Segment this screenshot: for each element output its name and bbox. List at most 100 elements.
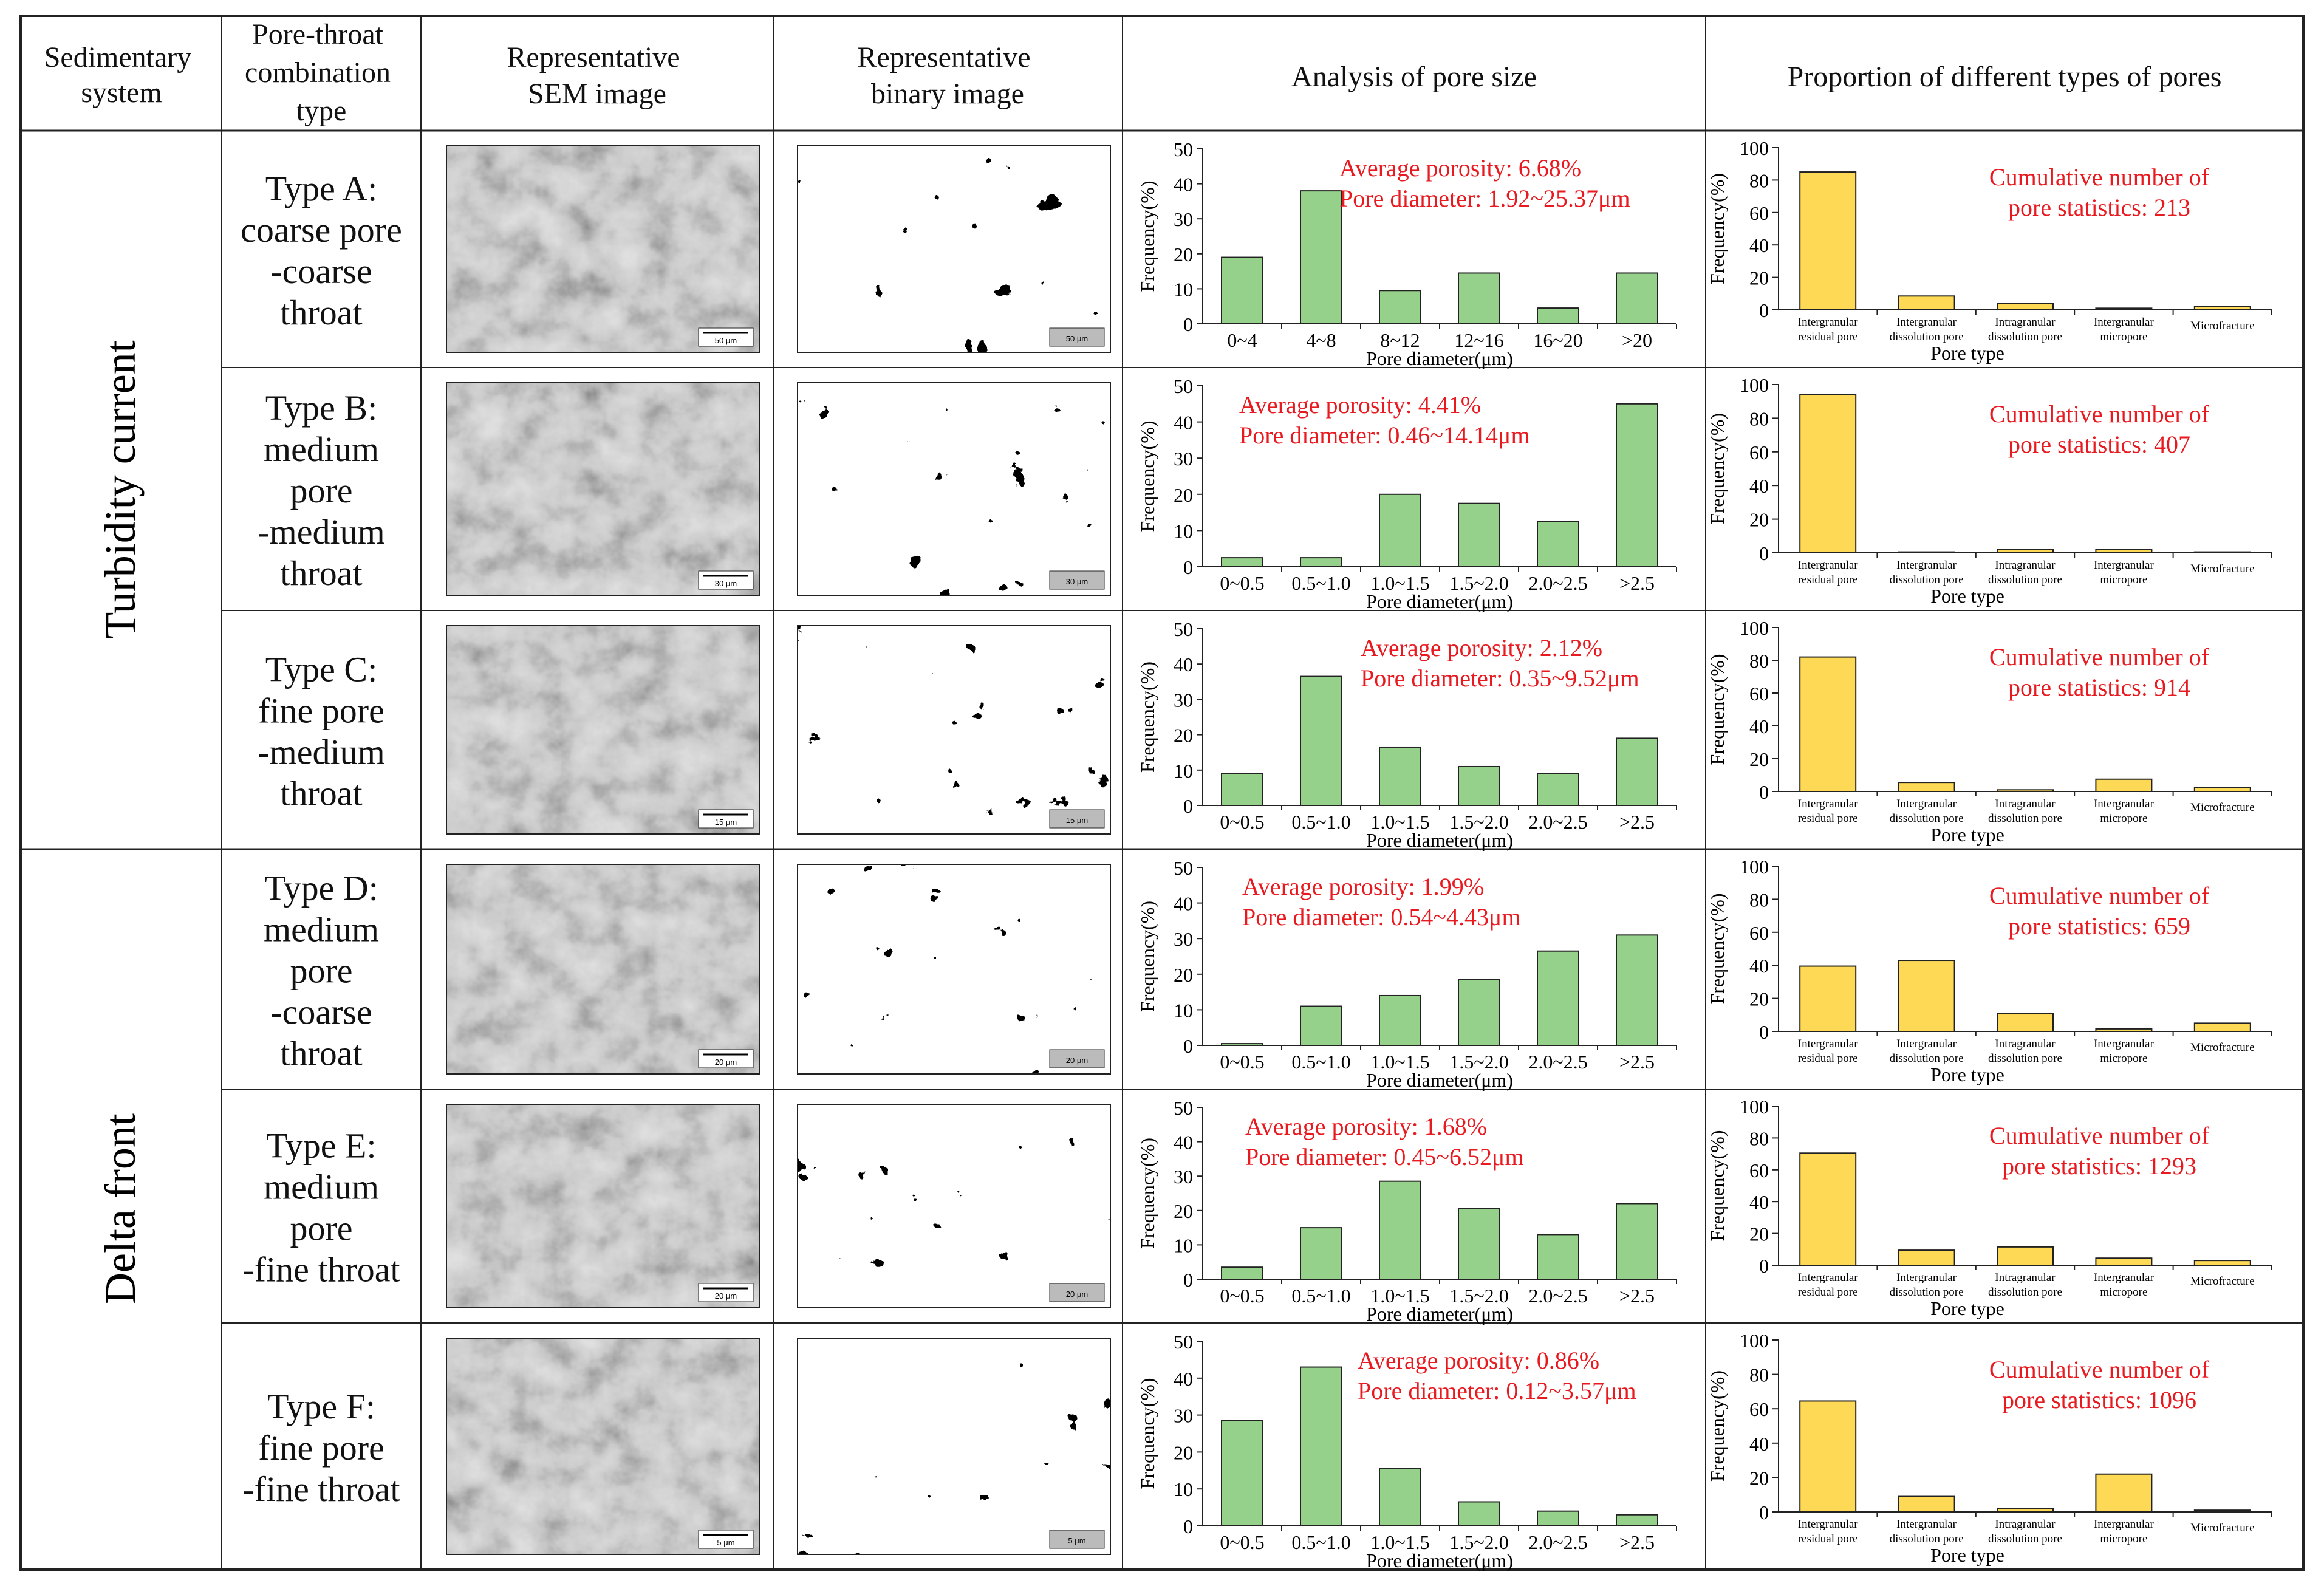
- type-y-tick: 60: [1749, 202, 1769, 224]
- pore-size-chart: 0 10 20 30 40 50 Frequency(%) 0~0.5 0.5~1.0 1.0~1…: [1136, 375, 1677, 612]
- size-bar: [1616, 737, 1658, 807]
- type-y-tick: 100: [1740, 137, 1769, 159]
- type-bar: [2193, 787, 2251, 792]
- size-y-axis-label: Frequency(%): [1136, 1138, 1158, 1249]
- size-bar: [1379, 1180, 1421, 1280]
- type-y-axis-label: Frequency(%): [1706, 413, 1728, 524]
- binary-scale-label: 20 μm: [1066, 1056, 1088, 1065]
- size-x-axis-label: Pore diameter(μm): [1366, 347, 1513, 369]
- type-bar: [1997, 789, 2054, 793]
- size-x-tick: 0~0.5: [1220, 572, 1264, 594]
- size-bar: [1300, 1005, 1342, 1047]
- binary-scale-label: 30 μm: [1066, 577, 1088, 586]
- size-y-tick: 40: [1174, 174, 1193, 196]
- system-label-delta-front: Delta front: [96, 1113, 145, 1304]
- size-x-tick: 2.0~2.5: [1528, 811, 1587, 833]
- type-bar: [1997, 549, 2054, 554]
- type-y-tick: 80: [1749, 1127, 1769, 1149]
- pore-type-chart: 0 20 40 60 80 100 Frequency(%) Intergranular res…: [1706, 374, 2272, 607]
- size-bar: [1300, 1366, 1342, 1527]
- binary-scale-label: 15 μm: [1066, 816, 1088, 825]
- binary-scale-label: 50 μm: [1066, 334, 1088, 343]
- type-x-tick: Intragranular dissolution pore: [1988, 559, 2062, 586]
- sem-image: 20 μm: [446, 864, 760, 1075]
- type-y-tick: 60: [1749, 922, 1769, 944]
- size-bar: [1537, 950, 1579, 1046]
- row-type-d: Type D: medium pore -coarse throat 20 μm 20 μm…: [264, 856, 2272, 1091]
- type-y-tick: 100: [1740, 1330, 1769, 1352]
- binary-image: 5 μm: [797, 1338, 1111, 1555]
- type-x-tick: Intergranular dissolution pore: [1890, 798, 1964, 825]
- size-y-tick: 10: [1174, 760, 1193, 782]
- size-bar: [1458, 979, 1500, 1046]
- row-type-e: Type E: medium pore -fine throat 20 μm 20 μm 0…: [242, 1096, 2272, 1325]
- size-y-tick: 40: [1174, 1132, 1193, 1154]
- pore-type-chart: 0 20 40 60 80 100 Frequency(%) Intergranular res…: [1706, 617, 2272, 846]
- type-y-tick: 0: [1759, 542, 1769, 564]
- cumulative-count-annotation: Cumulative number of pore statistics: 407: [1989, 400, 2210, 458]
- size-bar: [1537, 1234, 1579, 1280]
- size-x-tick: 0~0.5: [1220, 1285, 1264, 1307]
- size-y-tick: 30: [1174, 448, 1193, 470]
- size-x-tick: 1.5~2.0: [1449, 1051, 1508, 1073]
- size-y-tick: 20: [1174, 1200, 1193, 1222]
- type-y-tick: 100: [1740, 374, 1769, 396]
- type-y-tick: 40: [1749, 1191, 1769, 1213]
- type-y-tick: 0: [1759, 299, 1769, 321]
- size-bar: [1537, 521, 1579, 567]
- type-x-tick: Intergranular micropore: [2094, 798, 2154, 825]
- size-x-tick: 1.5~2.0: [1449, 1531, 1508, 1553]
- size-x-tick: 4~8: [1306, 329, 1336, 351]
- binary-image: 20 μm: [797, 1104, 1111, 1308]
- size-y-tick: 0: [1183, 556, 1193, 578]
- type-y-tick: 20: [1749, 1467, 1769, 1489]
- size-x-tick: 0~4: [1227, 329, 1257, 351]
- type-y-tick: 20: [1749, 509, 1769, 531]
- type-x-tick: Intergranular dissolution pore: [1890, 1518, 1964, 1545]
- sem-image: 5 μm: [446, 1338, 760, 1555]
- type-x-tick: Intergranular residual pore: [1798, 316, 1858, 343]
- size-x-tick: 2.0~2.5: [1528, 1285, 1587, 1307]
- row-type-c: Type C: fine pore -medium throat 15 μm 15 μm 0…: [258, 617, 2272, 851]
- pore-throat-type-label: Type A: coarse pore -coarse throat: [241, 169, 402, 332]
- type-x-axis-label: Pore type: [1930, 1544, 2004, 1566]
- type-bar: [2095, 1257, 2153, 1266]
- size-bar: [1221, 773, 1263, 806]
- pore-type-chart: 0 20 40 60 80 100 Frequency(%) Intergranular res…: [1706, 1330, 2272, 1566]
- header-pore-throat-type: Pore-throat combination type: [245, 18, 398, 127]
- type-bar: [1799, 965, 1857, 1033]
- type-y-tick: 20: [1749, 988, 1769, 1010]
- cumulative-count-annotation: Cumulative number of pore statistics: 129…: [1989, 1122, 2210, 1180]
- type-y-tick: 100: [1740, 856, 1769, 878]
- type-x-tick: Intergranular micropore: [2094, 559, 2154, 586]
- size-bar: [1221, 1420, 1263, 1526]
- type-x-tick: Intergranular micropore: [2094, 316, 2154, 343]
- type-bar: [1898, 1495, 1955, 1513]
- pore-type-chart: 0 20 40 60 80 100 Frequency(%) Intergranular res…: [1706, 1096, 2272, 1319]
- type-x-tick: Intragranular dissolution pore: [1988, 1037, 2062, 1065]
- type-x-tick: Intergranular dissolution pore: [1890, 1037, 1964, 1065]
- type-bar: [2193, 1509, 2251, 1513]
- size-x-tick: 0.5~1.0: [1291, 1285, 1350, 1307]
- size-bar: [1300, 557, 1342, 567]
- size-bar: [1379, 746, 1421, 806]
- size-y-tick: 20: [1174, 244, 1193, 265]
- type-bar: [1898, 295, 1955, 310]
- type-x-tick: Intragranular dissolution pore: [1988, 1271, 2062, 1299]
- type-x-tick: Microfracture: [2190, 1275, 2255, 1288]
- size-bar: [1300, 675, 1342, 806]
- type-x-axis-label: Pore type: [1930, 824, 2004, 846]
- pore-size-chart: 0 10 20 30 40 50 Frequency(%) 0~4 4~8 8~12 12~16 16…: [1136, 138, 1677, 369]
- size-y-tick: 50: [1174, 375, 1193, 397]
- size-x-tick: 0~0.5: [1220, 811, 1264, 833]
- size-y-tick: 10: [1174, 1234, 1193, 1256]
- size-x-tick: 1.0~1.5: [1370, 1531, 1429, 1553]
- size-bar: [1458, 502, 1500, 568]
- sem-scale-label: 30 μm: [715, 579, 737, 588]
- type-x-tick: Intergranular residual pore: [1798, 559, 1858, 586]
- pore-size-chart: 0 10 20 30 40 50 Frequency(%) 0~0.5 0.5~1.0 1.0~1…: [1136, 618, 1677, 851]
- size-x-axis-label: Pore diameter(μm): [1366, 1303, 1513, 1325]
- size-y-tick: 50: [1174, 1331, 1193, 1353]
- type-bar: [1997, 303, 2054, 311]
